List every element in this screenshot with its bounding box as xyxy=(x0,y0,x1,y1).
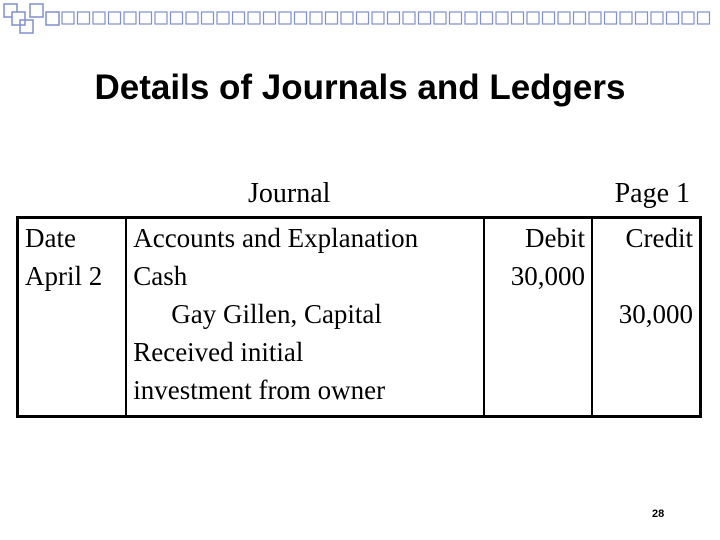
decorative-square xyxy=(541,11,556,25)
decorative-square xyxy=(526,11,540,25)
header-credit: Credit xyxy=(625,223,694,253)
decorative-square xyxy=(386,11,401,25)
decorative-square xyxy=(665,11,680,25)
credit-account: Gay Gillen, Capital xyxy=(171,299,382,329)
decorative-square xyxy=(61,11,75,25)
credit-amount: 30,000 xyxy=(618,299,693,329)
decorative-square xyxy=(479,11,494,25)
entry-date: April 2 xyxy=(25,261,103,291)
decorative-square xyxy=(603,11,618,25)
decorative-square xyxy=(557,11,571,25)
decorative-square xyxy=(619,11,633,25)
decorative-square xyxy=(293,11,308,25)
blank-line xyxy=(599,257,693,295)
journal-table: Date April 2 Accounts and Explanation Ca… xyxy=(16,216,702,418)
decorative-square xyxy=(650,11,664,25)
decorative-square xyxy=(185,11,199,25)
decorative-square xyxy=(681,11,695,25)
page-number: 28 xyxy=(652,508,665,520)
table-row: Date April 2 Accounts and Explanation Ca… xyxy=(16,217,702,417)
debit-account: Cash xyxy=(133,261,188,291)
decorative-square xyxy=(138,11,153,25)
decorative-square xyxy=(216,11,230,25)
explanation-line-1: Received initial xyxy=(133,337,304,367)
journal-header: Journal Page 1 xyxy=(16,175,692,215)
credit-column: Credit 30,000 xyxy=(591,217,702,417)
decorative-square xyxy=(340,11,354,25)
debit-amount: 30,000 xyxy=(510,261,586,291)
decorative-square xyxy=(371,11,385,25)
decorative-square xyxy=(169,11,184,25)
decorative-square xyxy=(588,11,602,25)
decorative-square xyxy=(76,11,91,25)
decorative-square xyxy=(464,11,478,25)
decorative-square xyxy=(448,11,463,25)
decorative-square xyxy=(309,11,323,25)
decorative-square xyxy=(402,11,416,25)
decorative-square xyxy=(696,11,711,25)
decorative-square xyxy=(231,11,246,25)
header-debit: Debit xyxy=(525,223,586,253)
decorative-square xyxy=(355,11,370,25)
decorative-square xyxy=(634,11,649,25)
decorative-square xyxy=(154,11,168,25)
decorative-square xyxy=(92,11,106,25)
debit-column: Debit 30,000 xyxy=(483,217,594,417)
decorative-square xyxy=(123,11,137,25)
slide-title: Details of Journals and Ledgers xyxy=(94,68,626,107)
decorative-square xyxy=(200,11,215,25)
decorative-square xyxy=(433,11,447,25)
decorative-square xyxy=(510,11,525,25)
decorative-square xyxy=(324,11,339,25)
decorative-square xyxy=(247,11,261,25)
accounts-column: Accounts and Explanation Cash Gay Gillen… xyxy=(125,217,486,417)
decorative-squares xyxy=(3,3,711,34)
decorative-square xyxy=(278,11,292,25)
journal-page-label: Page 1 xyxy=(614,178,690,209)
journal-name: Journal xyxy=(248,178,331,209)
decorative-square xyxy=(495,11,509,25)
header-date: Date xyxy=(25,223,76,253)
date-column: Date April 2 xyxy=(16,217,128,417)
decorative-square xyxy=(572,11,587,25)
decorative-square xyxy=(262,11,277,25)
header-accounts: Accounts and Explanation xyxy=(133,223,419,253)
decorative-square xyxy=(417,11,432,25)
explanation-line-2: investment from owner xyxy=(133,375,386,405)
decorative-square xyxy=(107,11,122,25)
